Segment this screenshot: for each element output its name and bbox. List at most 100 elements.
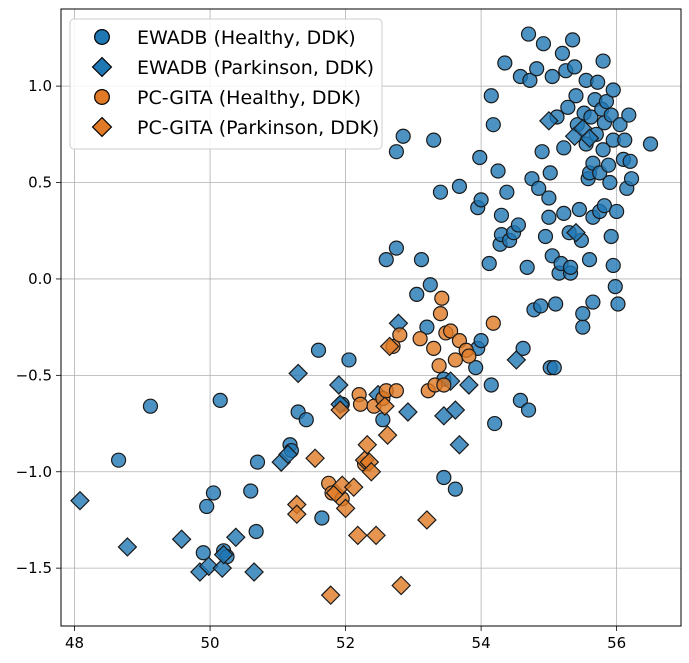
- data-point-circle: [436, 469, 452, 486]
- data-point-circle: [595, 142, 611, 158]
- data-point-circle: [447, 481, 463, 497]
- data-point-circle: [473, 192, 489, 208]
- data-point-circle: [481, 255, 497, 272]
- data-point-diamond: [375, 396, 395, 417]
- x-tick-label: 52: [336, 634, 355, 652]
- data-point-circle: [621, 107, 637, 123]
- data-point-diamond: [198, 556, 219, 577]
- data-point-circle: [212, 392, 228, 409]
- data-point-circle: [605, 257, 621, 274]
- data-point-circle: [535, 36, 552, 52]
- data-point-diamond: [361, 461, 382, 482]
- series-2: [321, 290, 501, 507]
- data-point-diamond: [330, 400, 351, 420]
- data-point-circle: [205, 485, 222, 501]
- data-point-circle: [520, 26, 537, 42]
- y-tick-label: −1.5: [16, 559, 52, 577]
- data-point-circle: [583, 109, 599, 125]
- axis-ticks: 48 50 52 54 56 −1.5 −1.0 −0.5 0.0 0.5 1.0: [16, 77, 627, 652]
- data-point-circle: [556, 205, 572, 221]
- data-point-circle: [341, 352, 357, 368]
- data-point-circle: [487, 415, 503, 432]
- y-tick-label: 1.0: [28, 77, 52, 95]
- data-point-circle: [571, 201, 587, 218]
- data-point-circle: [432, 306, 449, 322]
- data-point-diamond: [343, 477, 364, 498]
- data-point-circle: [395, 128, 411, 144]
- data-point-circle: [548, 296, 564, 312]
- x-tick-label: 50: [201, 634, 220, 652]
- data-point-circle: [110, 452, 127, 468]
- data-point-circle: [512, 392, 529, 409]
- data-point-circle: [603, 107, 619, 123]
- data-point-diamond: [579, 128, 600, 149]
- data-point-circle: [520, 402, 537, 418]
- data-point-circle: [142, 398, 159, 414]
- data-point-circle: [490, 163, 506, 179]
- data-point-circle: [642, 136, 659, 152]
- data-point-diamond: [377, 425, 398, 445]
- data-point-diamond: [449, 434, 470, 455]
- data-point-circle: [412, 331, 428, 347]
- legend-marker: [91, 116, 113, 138]
- data-point-circle: [622, 153, 638, 169]
- data-point-circle: [575, 319, 591, 335]
- legend-marker: [94, 89, 110, 105]
- data-point-circle: [612, 117, 628, 133]
- legend: EWADB (Healthy, DDK) EWADB (Parkinson, DD…: [69, 18, 383, 150]
- data-point-circle: [603, 228, 619, 245]
- data-point-circle: [473, 333, 489, 349]
- legend-label: EWADB (Healthy, DDK): [137, 27, 356, 49]
- series-0: [110, 26, 659, 565]
- data-point-diamond: [244, 562, 264, 582]
- y-tick-label: 0.5: [28, 174, 52, 192]
- data-point-circle: [541, 209, 557, 225]
- x-tick-label: 48: [65, 634, 84, 652]
- data-point-diamond: [225, 527, 246, 548]
- data-point-circle: [248, 523, 264, 540]
- data-point-circle: [598, 93, 615, 110]
- data-point-circle: [497, 55, 513, 71]
- data-points: [70, 26, 659, 605]
- series-3: [286, 336, 437, 605]
- data-point-circle: [378, 252, 394, 268]
- data-point-circle: [595, 53, 611, 69]
- y-tick-label: −0.5: [16, 366, 52, 384]
- data-point-diamond: [288, 363, 309, 384]
- data-point-circle: [443, 323, 459, 339]
- data-point-circle: [533, 298, 549, 314]
- data-point-circle: [485, 117, 501, 133]
- data-point-circle: [409, 286, 425, 302]
- data-point-diamond: [213, 544, 234, 565]
- data-point-circle: [375, 412, 391, 428]
- y-tick-label: −1.0: [16, 463, 52, 481]
- data-point-circle: [447, 352, 463, 368]
- data-point-diamond: [366, 525, 386, 546]
- data-point-diamond: [335, 498, 356, 519]
- data-point-diamond: [70, 490, 90, 511]
- y-tick-label: 0.0: [28, 270, 52, 288]
- data-point-circle: [534, 144, 550, 160]
- data-point-circle: [605, 82, 621, 98]
- data-point-circle: [568, 88, 584, 104]
- data-point-circle: [388, 383, 405, 399]
- data-point-diamond: [328, 375, 349, 395]
- data-point-circle: [600, 157, 617, 173]
- data-point-circle: [562, 259, 579, 275]
- data-point-circle: [537, 228, 554, 245]
- data-point-circle: [413, 252, 430, 268]
- data-point-circle: [310, 342, 327, 358]
- data-point-circle: [485, 315, 501, 331]
- data-point-circle: [472, 149, 488, 166]
- data-point-circle: [609, 203, 625, 220]
- data-point-diamond: [278, 444, 298, 465]
- x-tick-label: 56: [607, 634, 626, 652]
- data-point-circle: [422, 277, 438, 293]
- data-point-circle: [529, 61, 545, 77]
- data-point-diamond: [445, 400, 466, 420]
- data-point-circle: [510, 217, 526, 233]
- data-point-circle: [602, 174, 618, 191]
- data-point-circle: [483, 377, 499, 393]
- data-point-circle: [483, 88, 499, 104]
